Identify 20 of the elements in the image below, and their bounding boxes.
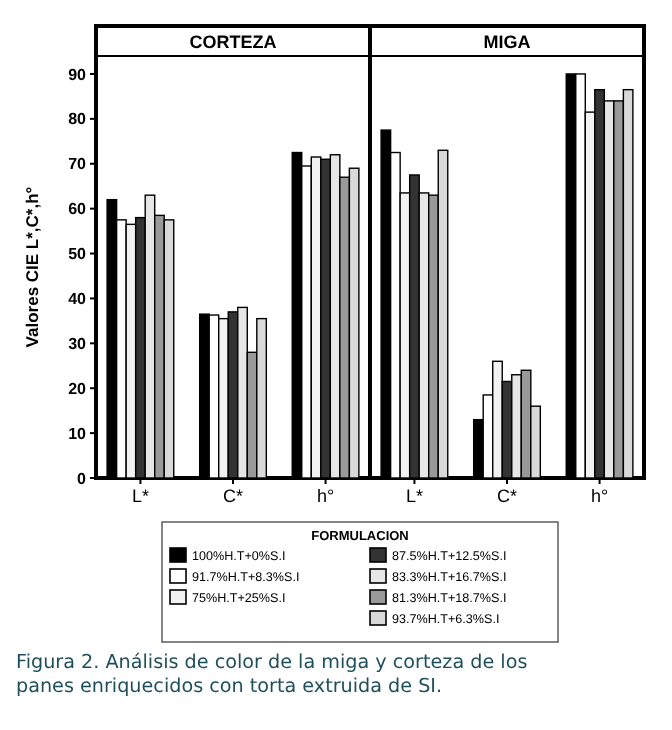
y-tick-label: 60 (68, 200, 88, 219)
y-axis-title: Valores CIE L*,C*,h° (22, 185, 42, 348)
x-tick-label: C* (496, 486, 518, 506)
chart-title: MIGA (483, 32, 532, 52)
x-tick-label: C* (222, 486, 244, 506)
y-tick-label: 70 (68, 155, 88, 174)
x-tick-label: h° (316, 486, 335, 506)
y-tick-label: 50 (68, 245, 88, 264)
y-tick-label: 20 (68, 379, 88, 398)
x-tick-label: L* (131, 486, 150, 506)
y-tick-label: 0 (77, 469, 88, 488)
y-tick-label: 30 (68, 334, 88, 353)
y-tick-label: 90 (68, 65, 88, 84)
text: Figura 2. Análisis de color de la miga y corteza de los panes enriquecidos con torta extruida de SI. (16, 652, 528, 698)
x-tick-label: L* (405, 486, 424, 506)
y-tick-label: 80 (68, 110, 88, 129)
chart-title: CORTEZA (189, 32, 278, 52)
x-tick-label: h° (590, 486, 609, 506)
y-tick-label: 10 (68, 424, 88, 443)
y-tick-label: 40 (68, 290, 88, 309)
